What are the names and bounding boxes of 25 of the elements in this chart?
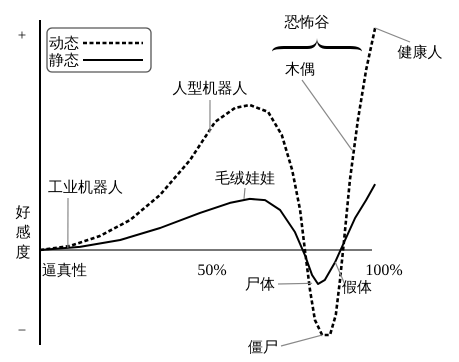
annotation: 木偶 [285, 61, 315, 78]
annotation: 健康人 [374, 27, 442, 61]
y-axis-title: 好感度 [16, 205, 30, 261]
annotation: 僵尸 [248, 340, 278, 356]
annotation: 毛绒娃娃 [215, 171, 275, 199]
annotation: − [18, 323, 26, 339]
x-tick-label: 50% [197, 262, 227, 279]
annotation: 毛绒娃娃 [215, 170, 275, 187]
x-tick-label: 100% [365, 262, 403, 279]
annotation: 健康人 [398, 44, 442, 61]
annotation: 恐怖谷 [272, 15, 362, 52]
annotation: 尸体 [245, 277, 312, 293]
annotation: 僵尸 [248, 334, 322, 356]
annotation: 恐怖谷 [284, 14, 330, 31]
annotation: 工业机器人 [48, 180, 123, 248]
annotation: 尸体 [245, 276, 275, 293]
annotation: 人型机器人 [172, 80, 248, 97]
annotation: 木偶 [285, 62, 352, 150]
annotation: + [18, 28, 26, 44]
annotation: 工业机器人 [48, 179, 123, 196]
annotation: 假体 [342, 279, 372, 296]
annotation: 人型机器人 [172, 81, 248, 132]
legend-label: 动态 [49, 35, 79, 52]
x-axis-title: 逼真性 [42, 262, 87, 279]
legend-label: 静态 [49, 52, 79, 69]
